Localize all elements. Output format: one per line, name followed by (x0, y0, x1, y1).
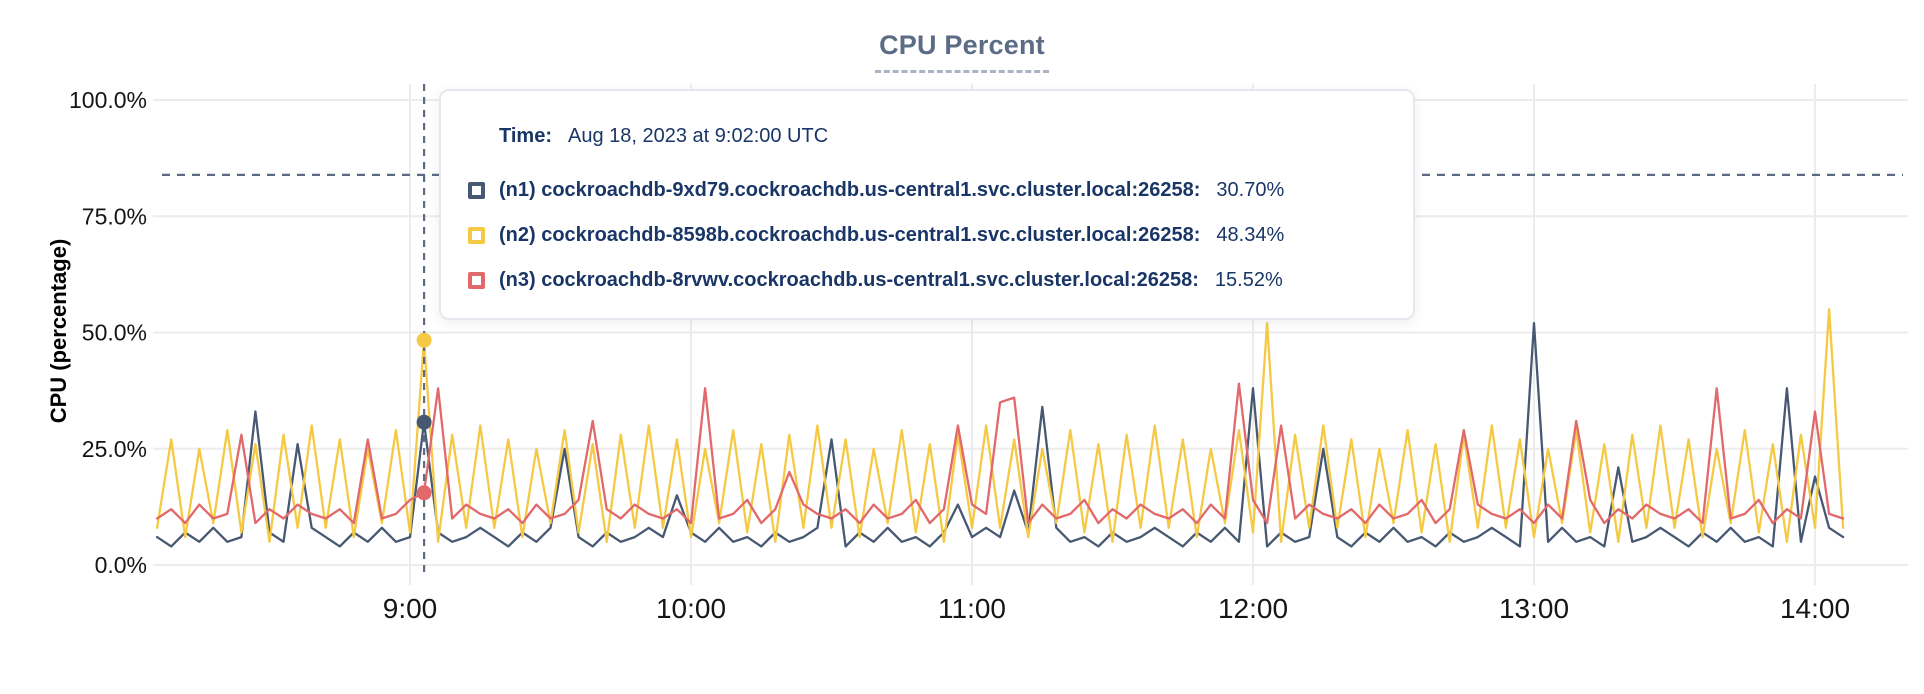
svg-text:10:00: 10:00 (656, 593, 726, 624)
svg-text:11:00: 11:00 (938, 593, 1006, 624)
tooltip-time-row: Time: Aug 18, 2023 at 9:02:00 UTC (499, 125, 1373, 148)
tooltip-row-n3: (n3) cockroachdb-8rvwv.cockroachdb.us-ce… (468, 258, 1373, 303)
svg-text:50.0%: 50.0% (82, 320, 147, 346)
series-n3-label: (n3) cockroachdb-8rvwv.cockroachdb.us-ce… (499, 269, 1199, 291)
series-n2-label: (n2) cockroachdb-8598b.cockroachdb.us-ce… (499, 224, 1201, 246)
tooltip-row-n2: (n2) cockroachdb-8598b.cockroachdb.us-ce… (468, 213, 1373, 258)
svg-text:25.0%: 25.0% (82, 436, 147, 462)
svg-text:100.0%: 100.0% (69, 87, 147, 113)
series-n1-value: 30.70% (1216, 179, 1285, 201)
chart-title[interactable]: CPU Percent (875, 30, 1049, 73)
svg-text:12:00: 12:00 (1218, 593, 1288, 624)
svg-text:9:00: 9:00 (383, 593, 438, 624)
chart-title-wrap: CPU Percent (0, 30, 1924, 73)
svg-text:0.0%: 0.0% (95, 552, 147, 578)
series-n1-label: (n1) cockroachdb-9xd79.cockroachdb.us-ce… (499, 179, 1201, 201)
series-n1-swatch-icon (468, 182, 485, 199)
series-n2-swatch-icon (468, 227, 485, 244)
tooltip-time-label: Time: (499, 125, 552, 147)
tooltip-time-value: Aug 18, 2023 at 9:02:00 UTC (567, 125, 829, 147)
chart-tooltip: Time: Aug 18, 2023 at 9:02:00 UTC (n1) c… (439, 89, 1415, 320)
series-n3-swatch-icon (468, 272, 485, 289)
svg-text:13:00: 13:00 (1499, 593, 1569, 624)
series-n3-value: 15.52% (1214, 269, 1283, 291)
svg-text:75.0%: 75.0% (82, 203, 147, 229)
tooltip-row-n1: (n1) cockroachdb-9xd79.cockroachdb.us-ce… (468, 168, 1373, 213)
svg-text:14:00: 14:00 (1780, 593, 1850, 624)
series-n2-value: 48.34% (1216, 224, 1285, 246)
